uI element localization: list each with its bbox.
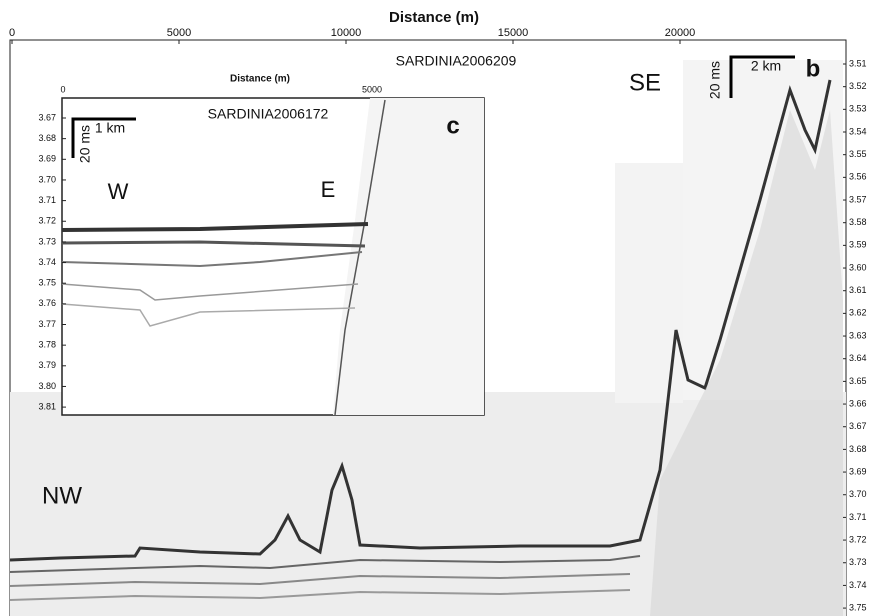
- y-tick-label: 3.77: [38, 319, 56, 329]
- y-tick-label: 3.60: [849, 262, 867, 272]
- y-tick-label: 3.52: [849, 81, 867, 91]
- x-tick-label: 20000: [665, 27, 696, 39]
- y-tick-label: 3.57: [849, 194, 867, 204]
- reflector: [61, 303, 356, 327]
- y-tick-label: 3.70: [849, 489, 867, 499]
- reflector: [61, 240, 366, 248]
- y-tick-label: 3.69: [38, 154, 56, 164]
- reflector: [9, 555, 641, 573]
- x-tick-label: 15000: [498, 27, 529, 39]
- direction-label: SE: [629, 69, 661, 96]
- scale-bar: [71, 117, 136, 158]
- y-tick-label: 3.54: [849, 126, 867, 136]
- y-tick-label: 3.72: [38, 216, 56, 226]
- slope-fill: [650, 110, 843, 616]
- y-tick-label: 3.55: [849, 149, 867, 159]
- scale-bar: [729, 55, 795, 98]
- data-area: [333, 98, 484, 415]
- x-axis-label: Distance (m): [389, 9, 479, 26]
- y-tick-label: 3.56: [849, 172, 867, 182]
- x-tick-label: 0: [60, 84, 65, 94]
- reflector: [9, 589, 631, 601]
- y-tick-label: 3.81: [38, 401, 56, 411]
- y-tick-label: 3.74: [849, 580, 867, 590]
- reflector: [61, 283, 359, 301]
- scale-horizontal: 1 km: [95, 120, 125, 136]
- y-tick-label: 3.71: [38, 195, 56, 205]
- reflector: [334, 99, 386, 416]
- reflector: [61, 251, 363, 268]
- y-tick-label: 3.51: [849, 58, 867, 68]
- y-tick-label: 3.62: [849, 308, 867, 318]
- y-tick-label: 3.78: [38, 340, 56, 350]
- y-tick-label: 3.73: [38, 236, 56, 246]
- x-tick-label: 5000: [362, 84, 382, 94]
- y-tick-label: 3.72: [849, 534, 867, 544]
- y-tick-label: 3.70: [38, 174, 56, 184]
- panel-letter: b: [806, 55, 821, 82]
- y-tick-label: 3.66: [849, 398, 867, 408]
- y-tick-label: 3.75: [849, 602, 867, 612]
- scale-vertical: 20 ms: [77, 125, 93, 163]
- seafloor-reflector: [9, 79, 832, 562]
- y-tick-label: 3.65: [849, 376, 867, 386]
- direction-label: E: [321, 177, 336, 202]
- y-tick-label: 3.74: [38, 257, 56, 267]
- panel-letter: c: [446, 112, 459, 139]
- y-tick-label: 3.67: [849, 421, 867, 431]
- y-tick-label: 3.76: [38, 298, 56, 308]
- direction-label: W: [108, 179, 129, 204]
- y-tick-label: 3.69: [849, 466, 867, 476]
- y-tick-label: 3.64: [849, 353, 867, 363]
- direction-label: NW: [42, 482, 82, 509]
- reflector: [9, 573, 631, 587]
- profile-name: SARDINIA2006209: [396, 53, 517, 69]
- y-tick-label: 3.71: [849, 512, 867, 522]
- y-tick-label: 3.59: [849, 240, 867, 250]
- y-tick-label: 3.75: [38, 278, 56, 288]
- y-tick-label: 3.80: [38, 381, 56, 391]
- y-tick-label: 3.53: [849, 104, 867, 114]
- y-tick-label: 3.58: [849, 217, 867, 227]
- y-tick-label: 3.68: [38, 133, 56, 143]
- x-axis-label: Distance (m): [230, 74, 290, 85]
- x-tick-label: 10000: [331, 27, 362, 39]
- x-tick-label: 0: [9, 27, 15, 39]
- x-tick-label: 5000: [167, 27, 191, 39]
- y-tick-label: 3.61: [849, 285, 867, 295]
- scale-horizontal: 2 km: [751, 58, 781, 74]
- seafloor-reflector: [61, 222, 369, 232]
- y-tick-label: 3.73: [849, 557, 867, 567]
- y-tick-label: 3.68: [849, 444, 867, 454]
- y-tick-label: 3.67: [38, 112, 56, 122]
- y-tick-label: 3.79: [38, 360, 56, 370]
- profile-name: SARDINIA2006172: [208, 106, 329, 122]
- y-tick-label: 3.63: [849, 330, 867, 340]
- scale-vertical: 20 ms: [707, 61, 723, 99]
